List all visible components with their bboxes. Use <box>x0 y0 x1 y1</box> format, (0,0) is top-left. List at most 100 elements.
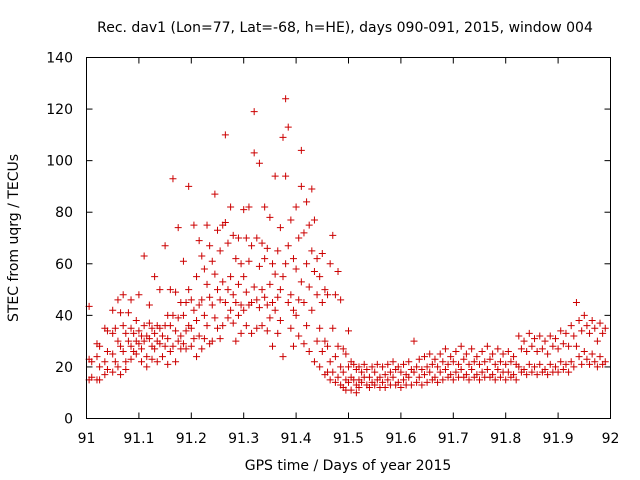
data-point <box>282 260 290 268</box>
data-point <box>420 353 428 361</box>
data-point <box>276 317 284 325</box>
data-point <box>478 347 486 355</box>
data-point <box>297 182 305 190</box>
data-point <box>224 239 232 247</box>
data-point <box>486 355 494 363</box>
data-point <box>187 324 195 332</box>
data-point <box>473 371 481 379</box>
data-point <box>143 363 151 371</box>
data-point <box>494 345 502 353</box>
data-point <box>140 337 148 345</box>
data-point <box>263 327 271 335</box>
data-point <box>368 363 376 371</box>
data-point <box>554 368 562 376</box>
data-point <box>174 224 182 232</box>
data-point <box>161 342 169 350</box>
data-point <box>109 350 117 358</box>
data-point <box>352 389 360 397</box>
data-point <box>287 324 295 332</box>
data-point <box>557 327 565 335</box>
data-point <box>593 363 601 371</box>
data-point <box>313 255 321 263</box>
data-point <box>164 360 172 368</box>
data-point <box>544 350 552 358</box>
data-point <box>441 366 449 374</box>
x-tick-label: 91.6 <box>385 431 416 447</box>
data-point <box>400 376 408 384</box>
y-tick-label: 0 <box>64 412 73 428</box>
data-point <box>546 360 554 368</box>
data-point <box>282 172 290 180</box>
data-point <box>329 368 337 376</box>
data-point <box>109 329 117 337</box>
data-point <box>318 347 326 355</box>
data-points <box>85 95 609 397</box>
data-point <box>145 319 153 327</box>
data-point <box>457 342 465 350</box>
data-point <box>478 368 486 376</box>
data-point <box>206 242 214 250</box>
data-point <box>269 342 277 350</box>
data-point <box>334 373 342 381</box>
data-point <box>321 286 329 294</box>
data-point <box>355 384 363 392</box>
data-point <box>103 366 111 374</box>
data-point <box>193 353 201 361</box>
data-point <box>538 345 546 353</box>
data-point <box>308 247 316 255</box>
data-point <box>214 324 221 332</box>
data-point <box>345 327 352 335</box>
data-point <box>586 329 594 337</box>
data-point <box>229 291 237 299</box>
data-point <box>476 360 483 368</box>
data-point <box>135 327 143 335</box>
data-point <box>237 301 245 309</box>
data-point <box>455 360 463 368</box>
data-point <box>575 353 583 361</box>
data-point <box>546 332 554 340</box>
data-point <box>599 329 607 337</box>
data-point <box>517 345 525 353</box>
data-point <box>326 358 334 366</box>
data-point <box>358 368 366 376</box>
data-point <box>287 216 295 224</box>
data-point <box>166 347 174 355</box>
data-point <box>227 273 235 281</box>
data-point <box>326 260 334 268</box>
data-point <box>365 373 373 381</box>
x-tick-label: 91.5 <box>333 431 364 447</box>
data-point <box>284 242 292 250</box>
data-point <box>531 335 539 343</box>
data-point <box>334 268 342 276</box>
data-point <box>263 244 271 252</box>
data-point <box>434 378 442 386</box>
y-tick-label: 60 <box>55 257 73 273</box>
data-point <box>221 219 229 227</box>
data-point <box>431 355 439 363</box>
data-point <box>397 384 405 392</box>
data-point <box>216 335 224 343</box>
data-point <box>549 342 557 350</box>
data-point <box>255 159 263 167</box>
data-point <box>297 146 305 154</box>
y-tick-label: 40 <box>55 308 73 324</box>
y-tick-label: 140 <box>46 51 73 67</box>
data-point <box>420 371 428 379</box>
data-point <box>216 296 224 304</box>
data-point <box>554 345 562 353</box>
data-point <box>405 373 413 381</box>
data-point <box>588 350 596 358</box>
data-point <box>400 360 408 368</box>
data-point <box>565 368 573 376</box>
data-point <box>386 368 394 376</box>
data-point <box>300 340 308 348</box>
data-point <box>96 363 104 371</box>
data-point <box>434 363 442 371</box>
data-point <box>436 350 444 358</box>
data-point <box>457 366 465 374</box>
x-axis-title: GPS time / Days of year 2015 <box>245 458 452 474</box>
data-point <box>415 373 423 381</box>
data-point <box>410 337 418 345</box>
data-point <box>591 358 599 366</box>
data-point <box>135 291 143 299</box>
